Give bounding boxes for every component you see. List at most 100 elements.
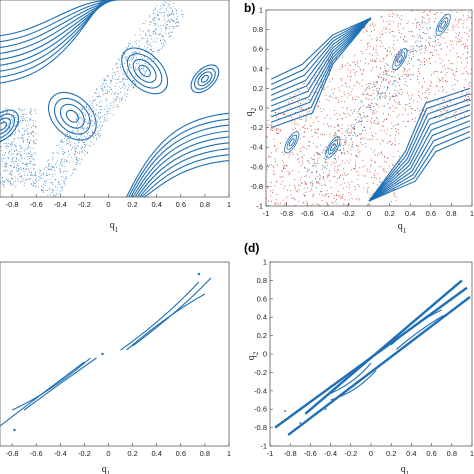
chaotic-point <box>307 145 309 147</box>
scatter-point <box>26 124 28 126</box>
scatter-point <box>112 105 114 107</box>
scatter-point <box>45 183 47 185</box>
scatter-point <box>136 56 137 58</box>
chaotic-point <box>445 18 447 20</box>
chaotic-point <box>394 140 396 142</box>
chaotic-point <box>400 33 402 35</box>
chaotic-point <box>315 117 317 119</box>
scatter-point <box>99 127 101 129</box>
scatter-point <box>134 34 136 36</box>
panel-c-frame <box>0 261 230 447</box>
scatter-point <box>435 44 437 46</box>
chaotic-point <box>389 23 391 25</box>
chaotic-point <box>470 73 472 75</box>
scatter-point <box>9 135 11 137</box>
chaotic-point <box>300 108 302 110</box>
chaotic-point <box>414 109 416 111</box>
chaotic-point <box>346 97 348 99</box>
chaotic-point <box>274 145 276 147</box>
orbit-curve <box>368 136 471 202</box>
scatter-point <box>20 116 22 118</box>
scatter-point <box>59 170 61 172</box>
chaotic-point <box>368 103 370 105</box>
scatter-point <box>78 137 80 139</box>
chaotic-point <box>397 23 399 25</box>
chaotic-point <box>395 199 397 201</box>
chaotic-point <box>364 165 366 167</box>
chaotic-point <box>368 42 370 44</box>
chaotic-point <box>293 123 295 125</box>
scatter-point <box>70 149 72 151</box>
chaotic-point <box>302 136 304 138</box>
scatter-point <box>81 159 83 161</box>
scatter-point <box>171 31 173 33</box>
scatter-point <box>52 167 54 169</box>
scatter-point <box>115 105 117 107</box>
island-orbit <box>397 55 403 63</box>
scatter-point <box>21 177 23 179</box>
scatter-point <box>75 164 76 165</box>
scatter-point <box>134 50 135 52</box>
scatter-point <box>5 161 7 163</box>
scatter-point <box>95 113 97 115</box>
chaotic-point <box>319 133 321 135</box>
chaotic-point <box>371 122 373 124</box>
scatter-point <box>24 182 26 184</box>
island-orbit <box>437 17 449 33</box>
scatter-point <box>57 187 58 189</box>
scatter-point <box>10 173 12 175</box>
chaotic-point <box>294 199 296 201</box>
chaotic-point <box>420 117 422 119</box>
scatter-point <box>104 119 106 121</box>
scatter-point <box>36 181 37 182</box>
scatter-point <box>25 179 26 181</box>
chaotic-point <box>387 54 389 56</box>
scatter-point <box>28 171 30 173</box>
chaotic-point <box>443 106 445 108</box>
chaotic-point <box>371 31 373 33</box>
y-tick-label: 0.6 <box>257 294 267 303</box>
scatter-point <box>34 182 36 184</box>
chaotic-point <box>286 189 288 191</box>
chaotic-point <box>377 91 379 93</box>
chaotic-point <box>394 192 396 194</box>
scatter-point <box>160 27 162 29</box>
scatter-point <box>312 165 314 167</box>
y-tick-label: 1 <box>263 258 267 267</box>
scatter-point <box>399 78 401 80</box>
scatter-point <box>126 95 128 97</box>
chaotic-point <box>341 78 343 80</box>
scatter-point <box>97 120 98 122</box>
chaotic-point <box>275 203 277 205</box>
scatter-point <box>361 120 363 122</box>
chaotic-point <box>362 31 364 33</box>
scatter-point <box>10 113 12 115</box>
chaotic-point <box>372 182 374 184</box>
chaotic-point <box>377 122 379 124</box>
chaotic-point <box>306 119 308 121</box>
chaotic-point <box>352 112 354 114</box>
panel-d-x-ticks: -1 -0.8 -0.6 -0.4 -0.2 0 0.2 0.4 0.6 0.8 1 <box>267 443 474 458</box>
scatter-point <box>165 7 167 9</box>
chaotic-point <box>420 48 422 50</box>
scatter-point <box>93 110 95 112</box>
chaotic-point <box>303 187 305 189</box>
chaotic-point <box>469 93 471 95</box>
scatter-point <box>306 170 308 172</box>
scatter-point <box>114 74 116 76</box>
scatter-point <box>167 20 169 22</box>
chaotic-point <box>303 202 305 204</box>
scatter-point <box>9 164 11 166</box>
scatter-point <box>3 158 5 160</box>
y-tick-label: -0.6 <box>254 405 267 414</box>
scatter-point <box>171 13 173 15</box>
chaotic-point <box>334 134 336 136</box>
chaotic-point <box>376 123 378 125</box>
chaotic-point <box>364 62 366 64</box>
scatter-point <box>16 153 18 155</box>
chaotic-point <box>463 98 465 100</box>
scatter-point <box>376 80 378 82</box>
chaotic-point <box>315 172 317 174</box>
scatter-point <box>63 171 65 173</box>
chaotic-point <box>377 54 379 56</box>
